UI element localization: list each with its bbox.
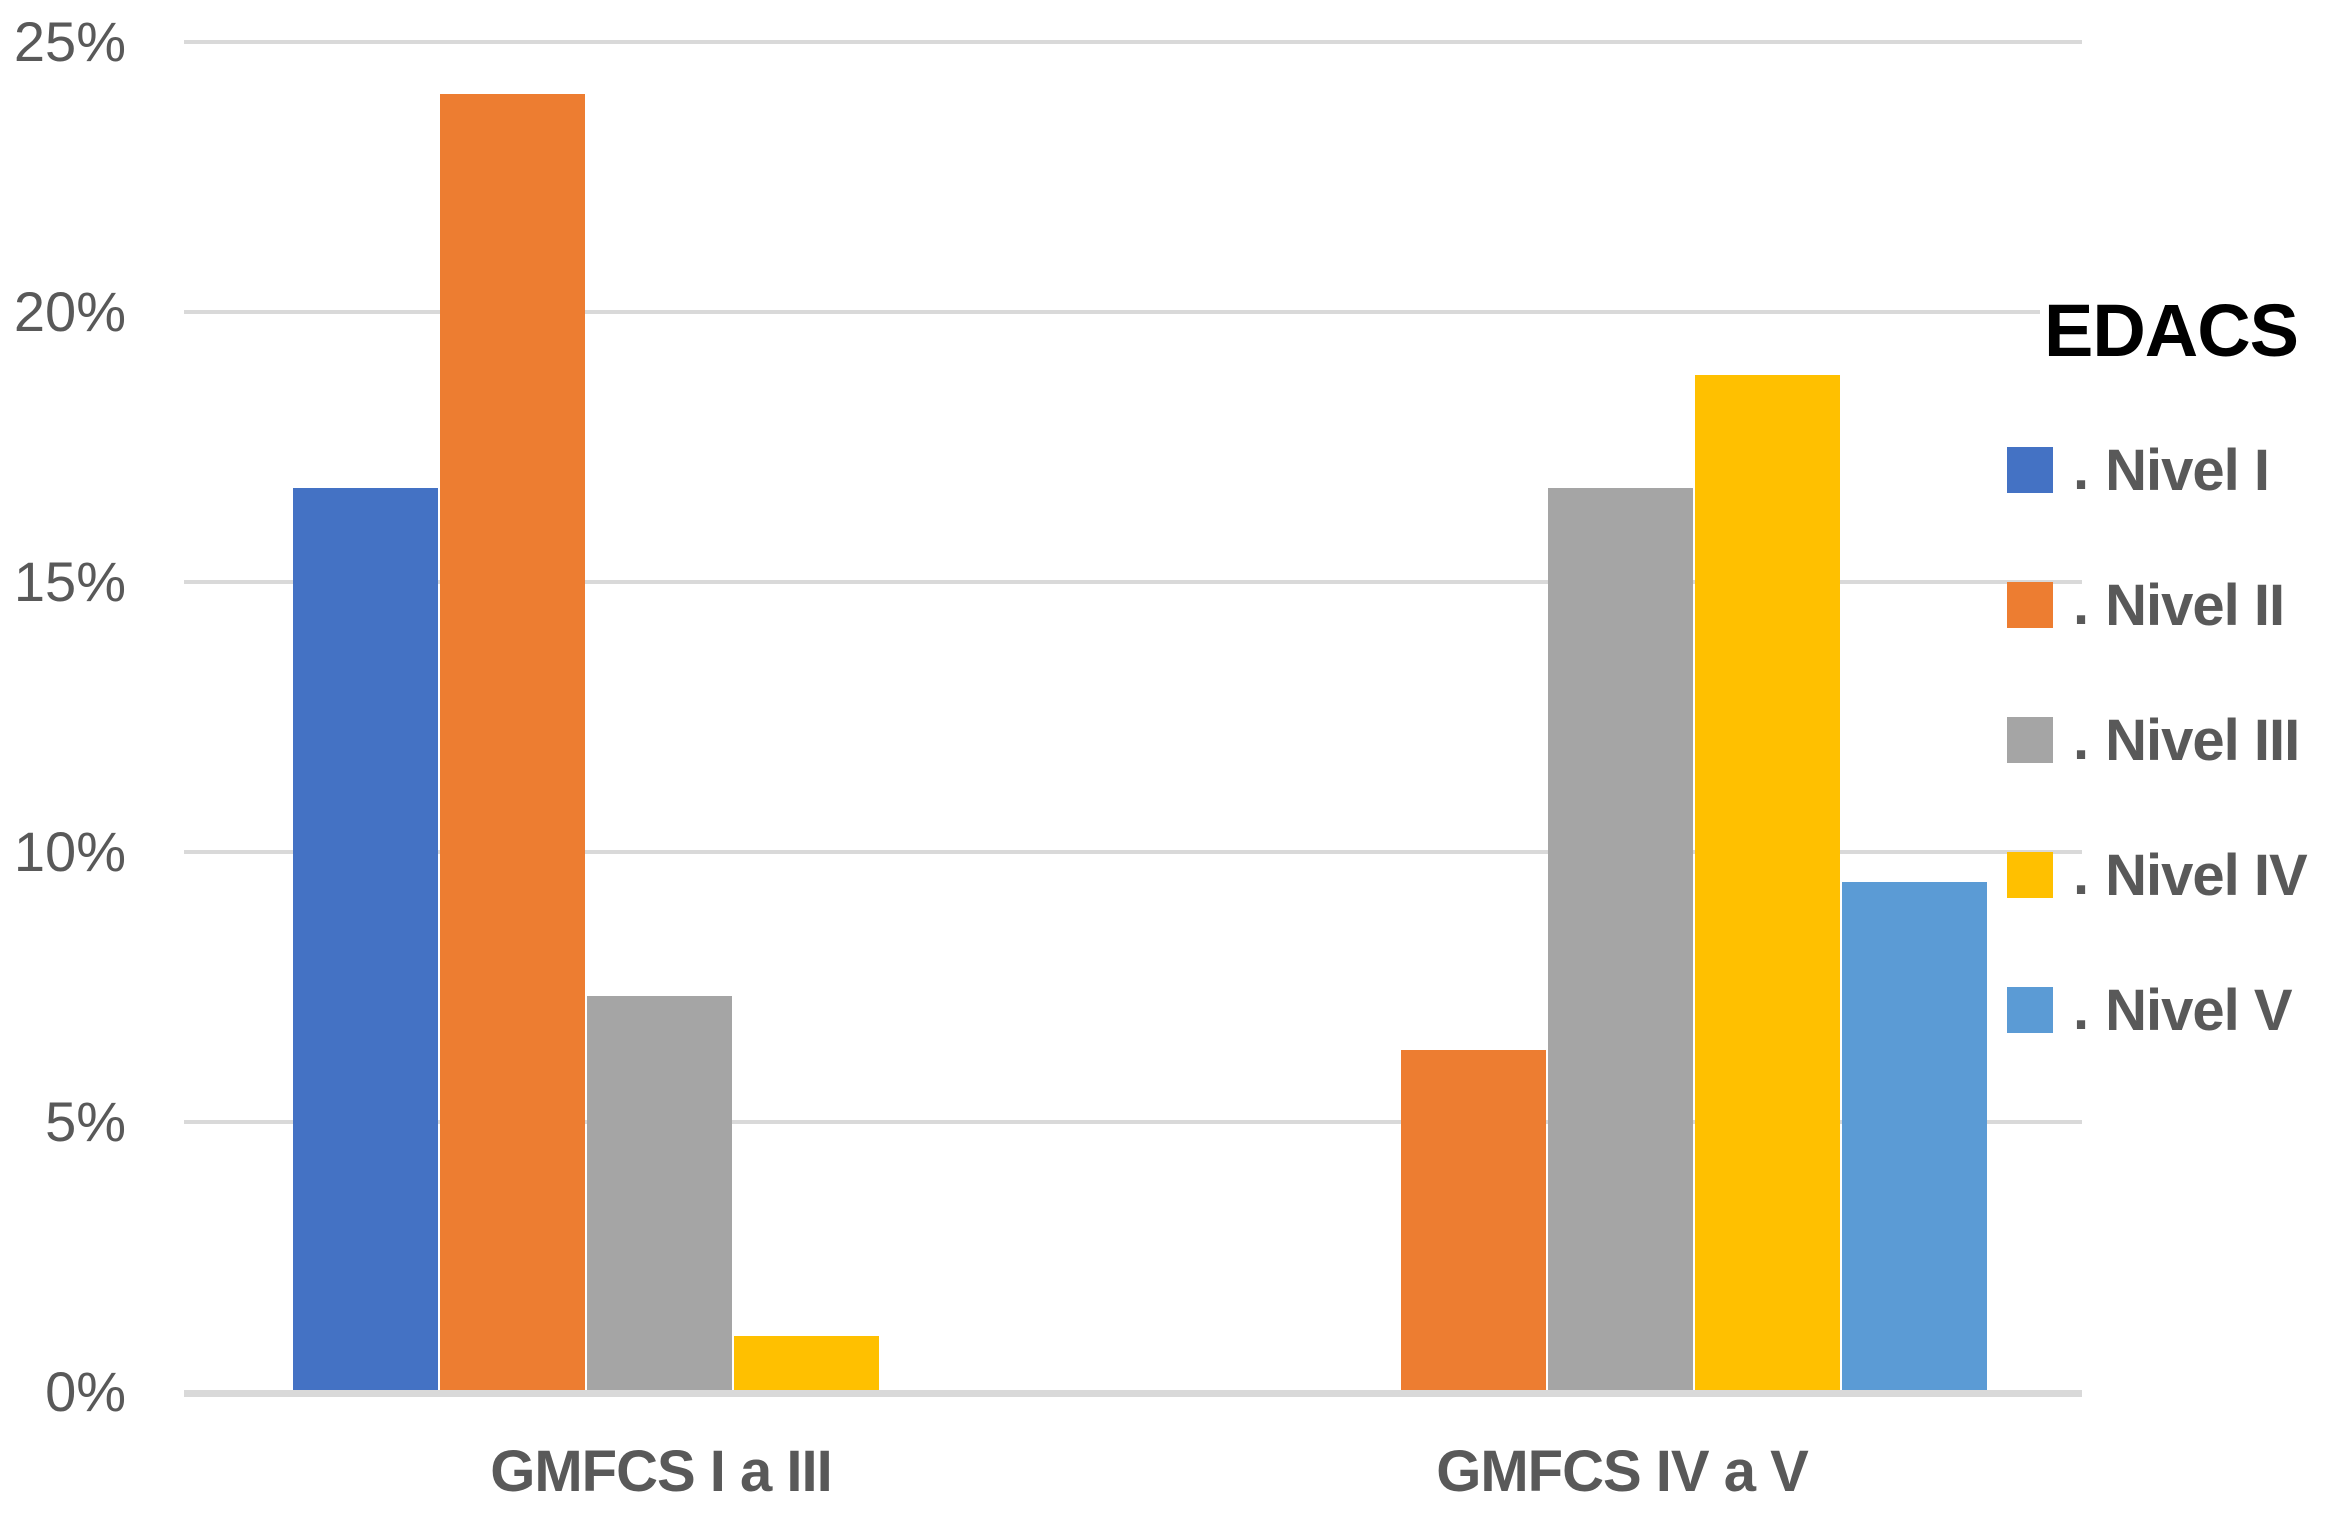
legend-swatch-icon <box>2007 852 2053 898</box>
bar-nivel-i-cat1 <box>293 488 438 1390</box>
legend-item-nivel-ii: . Nivel II <box>2007 565 2285 645</box>
gridline-10 <box>184 850 2082 854</box>
legend-swatch-icon <box>2007 987 2053 1033</box>
legend-label: Nivel I <box>2105 437 2270 503</box>
legend-item-nivel-v: . Nivel V <box>2007 970 2293 1050</box>
legend-label: Nivel IV <box>2105 842 2308 908</box>
y-tick-15: 15% <box>13 550 126 613</box>
bar-nivel-v-cat2 <box>1842 882 1987 1390</box>
bar-nivel-iii-cat1 <box>587 996 732 1390</box>
y-tick-0: 0% <box>45 1360 126 1423</box>
legend-item-nivel-i: . Nivel I <box>2007 430 2270 510</box>
legend-bullet: . <box>2073 707 2090 772</box>
bar-nivel-iv-cat1 <box>734 1336 879 1390</box>
legend-bullet: . <box>2073 437 2090 502</box>
legend-title: EDACS <box>2040 288 2302 373</box>
legend-swatch-icon <box>2007 447 2053 493</box>
bar-nivel-ii-cat1 <box>440 94 585 1390</box>
legend-item-nivel-iii: . Nivel III <box>2007 700 2300 780</box>
legend-label: Nivel III <box>2105 707 2300 773</box>
bar-nivel-ii-cat2 <box>1401 1050 1546 1390</box>
bar-nivel-iii-cat2 <box>1548 488 1693 1390</box>
gridline-25 <box>184 40 2082 44</box>
legend-item-nivel-iv: . Nivel IV <box>2007 835 2308 915</box>
x-category-label-1: GMFCS I a III <box>490 1439 833 1504</box>
bar-nivel-iv-cat2 <box>1695 375 1840 1390</box>
gridline-5 <box>184 1120 2082 1124</box>
y-tick-5: 5% <box>45 1090 126 1153</box>
y-tick-10: 10% <box>13 820 126 883</box>
legend-swatch-icon <box>2007 582 2053 628</box>
legend-bullet: . <box>2073 977 2090 1042</box>
legend-swatch-icon <box>2007 717 2053 763</box>
x-axis-line <box>184 1390 2082 1397</box>
legend-label: Nivel II <box>2105 572 2285 638</box>
legend-label: Nivel V <box>2105 977 2292 1043</box>
y-tick-25: 25% <box>13 10 126 73</box>
legend-bullet: . <box>2073 572 2090 637</box>
gridline-15 <box>184 580 2082 584</box>
x-category-label-2: GMFCS IV a V <box>1436 1439 1809 1504</box>
y-tick-20: 20% <box>13 280 126 343</box>
gridline-20 <box>184 310 2082 314</box>
legend-bullet: . <box>2073 842 2090 907</box>
